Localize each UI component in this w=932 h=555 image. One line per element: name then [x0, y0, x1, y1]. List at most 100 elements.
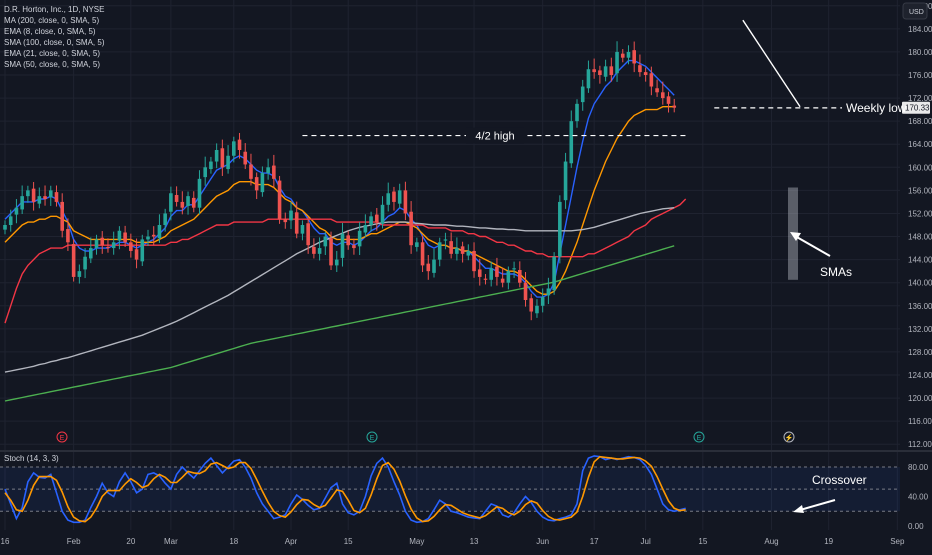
ema8-line — [4, 59, 675, 298]
candle-body — [432, 259, 436, 273]
candle-body — [214, 150, 219, 162]
time-tick-label: Aug — [764, 537, 778, 546]
time-tick-label: Apr — [285, 537, 298, 546]
candle-body — [266, 167, 270, 174]
candle-body — [409, 211, 413, 246]
candle-body — [243, 151, 248, 165]
candle-body — [506, 271, 511, 283]
candle-body — [146, 236, 150, 240]
candle-body — [535, 305, 539, 314]
candle-body — [500, 278, 505, 283]
candle-body — [615, 51, 619, 74]
candle-body — [592, 69, 596, 73]
candle-body — [512, 268, 516, 270]
grid — [0, 0, 932, 530]
candle-body — [672, 105, 677, 108]
price-tick-label: 144.00 — [908, 256, 932, 265]
candle-body — [437, 242, 442, 260]
candle-body — [449, 241, 453, 254]
level-label-4-2-high: 4/2 high — [475, 131, 514, 143]
candle-body — [163, 213, 167, 225]
candle-body — [626, 51, 631, 58]
symbol-title: D.R. Horton, Inc., 1D, NYSE — [4, 5, 104, 14]
candle-body — [466, 250, 471, 256]
candle-body — [151, 234, 156, 237]
time-tick-label: 15 — [344, 537, 353, 546]
last-price-badge — [902, 101, 930, 114]
time-tick-label: Sep — [890, 537, 905, 546]
candle-body — [43, 196, 47, 200]
price-axis[interactable]: 112.00 116.00 120.00 124.00 128.00 132.00 136.… — [902, 2, 932, 449]
candle-body — [312, 246, 316, 254]
candle-body — [140, 239, 145, 262]
price-tick-label: 176.00 — [908, 71, 932, 80]
candle-body — [426, 263, 431, 272]
candle-body — [71, 244, 76, 277]
candle-body — [203, 167, 207, 178]
time-tick-label: 15 — [698, 537, 707, 546]
candle-body — [495, 266, 499, 277]
event-marker-label: E — [370, 435, 375, 442]
candle-body — [655, 88, 659, 93]
price-tick-label: 132.00 — [908, 325, 932, 334]
candle-body — [220, 148, 225, 168]
smas-arrowhead — [790, 232, 801, 241]
candle-body — [403, 190, 408, 214]
candle-body — [123, 232, 127, 243]
candle-body — [89, 248, 93, 259]
candle-body — [369, 216, 373, 225]
currency-button — [902, 2, 928, 20]
candle-body — [283, 219, 288, 223]
smas-arrow — [794, 235, 831, 257]
time-tick-label: 16 — [1, 537, 10, 546]
candle-body — [563, 161, 568, 201]
event-marker-label: ⚡ — [785, 433, 794, 442]
price-tick-label: 168.00 — [908, 117, 932, 126]
candle-body — [157, 225, 162, 239]
candle-body — [620, 53, 625, 58]
candle-body — [580, 86, 585, 103]
candle-body — [603, 66, 608, 77]
candle-body — [420, 242, 425, 266]
indicator-legend-item: EMA (8, close, 0, SMA, 5) — [4, 27, 96, 36]
candle-body — [54, 192, 59, 202]
candle-body — [546, 288, 551, 296]
time-tick-label: 13 — [470, 537, 479, 546]
time-tick-label: 18 — [229, 537, 238, 546]
candle-body — [643, 72, 648, 75]
ma200-line — [4, 245, 675, 402]
price-tick-label: 140.00 — [908, 279, 932, 288]
candle-body — [100, 237, 105, 246]
stoch-axis[interactable]: 0.00 40.00 80.00 — [908, 463, 929, 531]
stoch-tick-label: 80.00 — [908, 463, 929, 472]
candle-body — [357, 230, 362, 247]
candle-body — [392, 191, 396, 202]
candle-body — [37, 196, 42, 204]
candle-body — [598, 70, 602, 75]
sma100-line — [4, 207, 675, 373]
price-tick-label: 160.00 — [908, 163, 932, 172]
candles — [3, 41, 677, 321]
stoch-tick-label: 0.00 — [908, 522, 924, 531]
currency-label: USD — [909, 9, 924, 16]
candle-body — [66, 229, 70, 243]
candle-body — [666, 96, 671, 104]
candle-body — [8, 216, 13, 225]
candle-body — [180, 201, 185, 208]
time-tick-label: 20 — [126, 537, 135, 546]
candle-body — [386, 193, 391, 205]
candle-body — [272, 165, 276, 179]
annotations: 4/2 high Weekly low SMAs Crossover E E E ⚡ — [56, 19, 907, 513]
price-tick-label: 184.00 — [908, 25, 932, 34]
price-tick-label: 116.00 — [908, 417, 932, 426]
time-axis[interactable]: 16 Feb 20 Mar 18 Apr 15 May 13 Jun 17 Jul 15 Aug 19 Sep — [1, 537, 905, 546]
time-tick-label: 19 — [824, 537, 833, 546]
candle-body — [232, 141, 236, 156]
candle-body — [209, 161, 213, 170]
candle-body — [346, 235, 350, 246]
time-tick-label: 17 — [590, 537, 599, 546]
candle-body — [649, 73, 654, 87]
candle-body — [94, 239, 99, 249]
